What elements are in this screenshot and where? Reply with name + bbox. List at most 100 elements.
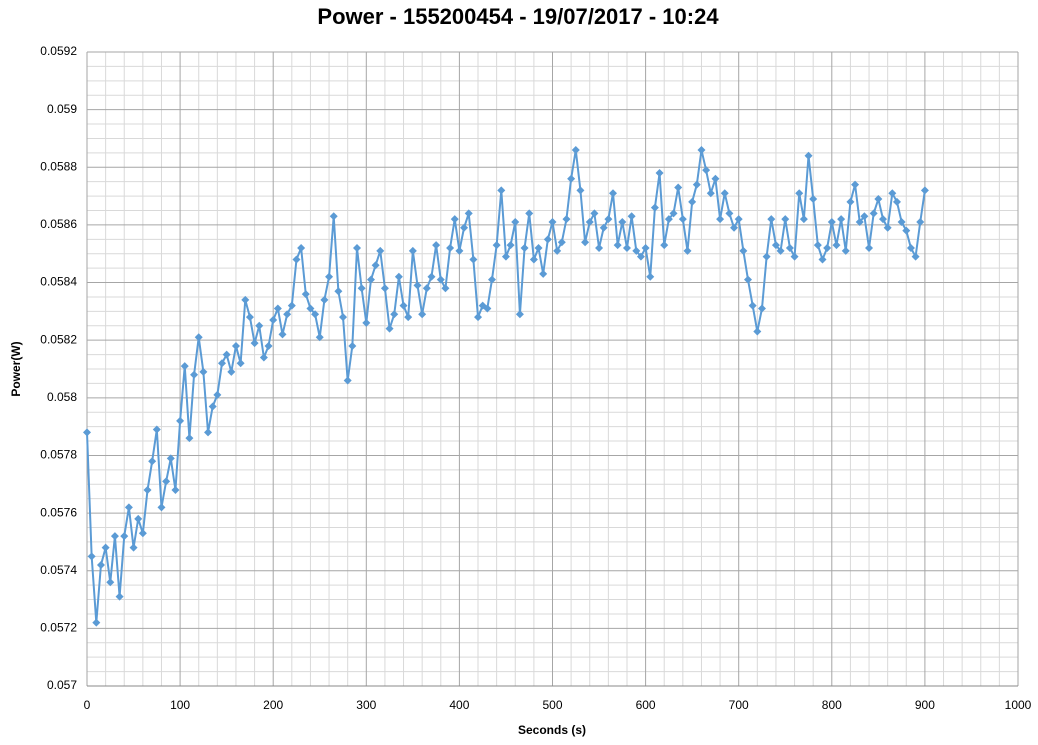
y-tick-label: 0.0588: [40, 159, 77, 173]
data-point: [287, 301, 296, 310]
x-tick-label: 900: [915, 698, 935, 712]
data-point: [96, 560, 105, 569]
data-point: [627, 212, 636, 221]
data-point: [371, 261, 380, 270]
chart-title: Power - 155200454 - 19/07/2017 - 10:24: [317, 4, 719, 29]
data-point: [525, 209, 534, 218]
data-point: [557, 238, 566, 247]
data-point: [599, 223, 608, 232]
data-point: [739, 246, 748, 255]
data-point: [730, 223, 739, 232]
data-point: [339, 313, 348, 322]
data-point: [711, 174, 720, 183]
data-point: [641, 243, 650, 252]
data-point: [576, 186, 585, 195]
data-point: [636, 252, 645, 261]
data-point: [315, 333, 324, 342]
data-point: [837, 215, 846, 224]
data-point: [543, 235, 552, 244]
data-point: [725, 209, 734, 218]
data-point: [292, 255, 301, 264]
data-point: [106, 578, 115, 587]
data-point: [590, 209, 599, 218]
data-point: [581, 238, 590, 247]
x-tick-label: 600: [636, 698, 656, 712]
data-point: [176, 416, 185, 425]
data-point: [632, 246, 641, 255]
data-point: [199, 367, 208, 376]
data-point: [143, 486, 152, 495]
data-point: [548, 218, 557, 227]
x-tick-label: 200: [263, 698, 283, 712]
data-point: [115, 592, 124, 601]
data-point: [618, 218, 627, 227]
x-axis-title: Seconds (s): [518, 723, 586, 737]
data-point: [255, 321, 264, 330]
data-point: [427, 272, 436, 281]
data-point: [157, 503, 166, 512]
data-point: [185, 434, 194, 443]
data-point: [571, 145, 580, 154]
x-tick-label: 0: [84, 698, 91, 712]
data-point: [855, 218, 864, 227]
data-point: [152, 425, 161, 434]
data-point: [813, 241, 822, 250]
data-point: [776, 246, 785, 255]
data-point: [883, 223, 892, 232]
data-point: [283, 310, 292, 319]
data-point: [390, 310, 399, 319]
data-point: [213, 390, 222, 399]
data-point: [720, 189, 729, 198]
data-point: [329, 212, 338, 221]
data-point: [450, 215, 459, 224]
data-point: [567, 174, 576, 183]
data-point: [734, 215, 743, 224]
data-point: [790, 252, 799, 261]
data-point: [348, 341, 357, 350]
data-point: [492, 241, 501, 250]
data-point: [823, 243, 832, 252]
data-point: [469, 255, 478, 264]
data-point: [87, 552, 96, 561]
data-point: [352, 243, 361, 252]
data-point: [408, 246, 417, 255]
data-point: [585, 218, 594, 227]
data-point: [716, 215, 725, 224]
data-point: [245, 313, 254, 322]
data-point: [902, 226, 911, 235]
data-point: [674, 183, 683, 192]
data-point: [851, 180, 860, 189]
data-point: [441, 284, 450, 293]
data-point: [879, 215, 888, 224]
data-point: [273, 304, 282, 313]
data-point: [753, 327, 762, 336]
x-tick-label: 1000: [1005, 698, 1032, 712]
data-point: [120, 532, 129, 541]
x-tick-label: 700: [729, 698, 749, 712]
data-point: [846, 197, 855, 206]
data-point: [804, 151, 813, 160]
data-point: [874, 194, 883, 203]
data-point: [771, 241, 780, 250]
data-point: [171, 486, 180, 495]
data-point: [506, 241, 515, 250]
data-point: [343, 376, 352, 385]
y-tick-label: 0.0586: [40, 217, 77, 231]
data-point: [916, 218, 925, 227]
data-point: [422, 284, 431, 293]
data-point: [325, 272, 334, 281]
data-point: [501, 252, 510, 261]
data-point: [744, 275, 753, 284]
data-point: [204, 428, 213, 437]
data-point: [613, 241, 622, 250]
data-point: [604, 215, 613, 224]
data-point: [166, 454, 175, 463]
data-point: [595, 243, 604, 252]
data-point: [650, 203, 659, 212]
series-line: [86, 149, 926, 623]
data-point: [83, 428, 91, 437]
data-point: [785, 243, 794, 252]
data-point: [129, 543, 138, 552]
data-point: [697, 145, 706, 154]
